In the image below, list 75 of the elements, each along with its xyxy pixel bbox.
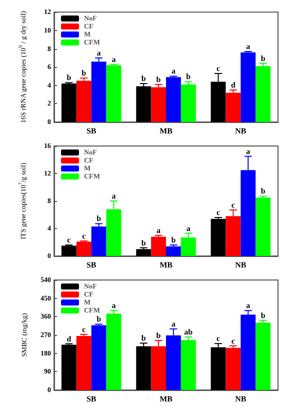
x-tick-label: NB bbox=[235, 260, 247, 270]
bar bbox=[180, 84, 196, 122]
data-label: a bbox=[96, 48, 101, 58]
data-label: b bbox=[96, 214, 102, 224]
x-tick-label: MB bbox=[160, 126, 174, 136]
bar bbox=[240, 52, 256, 122]
bar bbox=[180, 340, 196, 390]
data-label: d bbox=[230, 80, 236, 90]
data-label: c bbox=[82, 324, 86, 334]
bar bbox=[256, 198, 271, 256]
bar bbox=[226, 348, 241, 390]
bar bbox=[136, 249, 152, 256]
bar bbox=[91, 226, 106, 256]
data-label: a bbox=[171, 319, 176, 328]
bar bbox=[61, 246, 76, 256]
data-label: b bbox=[156, 74, 162, 84]
bar bbox=[91, 62, 106, 122]
data-label: c bbox=[231, 200, 236, 210]
data-label: a bbox=[246, 146, 250, 156]
bar bbox=[226, 92, 241, 122]
bar bbox=[240, 314, 256, 390]
data-label: a bbox=[112, 192, 116, 200]
data-label: a bbox=[246, 301, 250, 310]
data-label: b bbox=[141, 238, 146, 248]
data-label: ab bbox=[184, 328, 194, 337]
data-label: a bbox=[186, 224, 190, 233]
x-tick-label: SB bbox=[86, 260, 97, 270]
bar bbox=[61, 84, 76, 122]
bar bbox=[151, 87, 166, 122]
data-label: b bbox=[186, 72, 192, 82]
data-label: d bbox=[66, 334, 72, 344]
x-tick-label: MB bbox=[160, 394, 174, 404]
bar bbox=[180, 237, 196, 256]
bar bbox=[106, 65, 122, 122]
x-tick-label: MB bbox=[160, 260, 174, 270]
x-tick-label: NB bbox=[235, 394, 247, 404]
x-tick-label: SB bbox=[86, 126, 97, 136]
bar bbox=[76, 80, 92, 122]
bar bbox=[151, 236, 166, 256]
bar bbox=[91, 325, 106, 390]
bar bbox=[256, 322, 271, 390]
data-label: c bbox=[216, 64, 220, 73]
bar bbox=[136, 86, 152, 122]
data-label: c bbox=[82, 231, 86, 240]
bar bbox=[210, 218, 226, 256]
bar bbox=[106, 314, 122, 390]
bar bbox=[166, 246, 181, 256]
data-label: a bbox=[156, 226, 161, 235]
bar bbox=[166, 77, 181, 122]
data-label: c bbox=[216, 208, 220, 217]
bar bbox=[256, 66, 271, 122]
data-label: a bbox=[171, 66, 176, 76]
x-tick-label: SB bbox=[86, 394, 97, 404]
data-label: b bbox=[260, 310, 266, 320]
data-label: b bbox=[141, 74, 146, 84]
data-label: a bbox=[246, 42, 250, 52]
data-label: b bbox=[171, 236, 176, 244]
data-label: b bbox=[141, 334, 146, 343]
data-label: c bbox=[231, 336, 236, 346]
data-label: b bbox=[96, 314, 102, 324]
bar bbox=[210, 347, 226, 390]
data-label: b bbox=[66, 73, 72, 82]
data-label: b bbox=[82, 68, 87, 78]
data-label: b bbox=[260, 186, 266, 196]
bar bbox=[61, 344, 76, 390]
bar bbox=[76, 336, 92, 390]
data-label: b bbox=[156, 331, 162, 340]
bar bbox=[76, 242, 92, 256]
bar bbox=[136, 346, 152, 390]
data-label: c bbox=[67, 236, 72, 244]
data-label: c bbox=[216, 334, 220, 344]
data-label: a bbox=[112, 301, 116, 310]
x-tick-label: NB bbox=[235, 126, 247, 136]
data-label: b bbox=[260, 54, 266, 63]
data-label: a bbox=[112, 54, 116, 64]
